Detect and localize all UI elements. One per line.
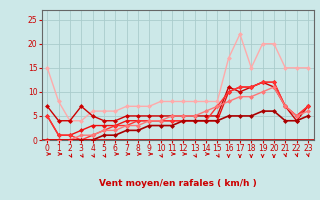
Text: Vent moyen/en rafales ( km/h ): Vent moyen/en rafales ( km/h ) [99, 180, 256, 188]
